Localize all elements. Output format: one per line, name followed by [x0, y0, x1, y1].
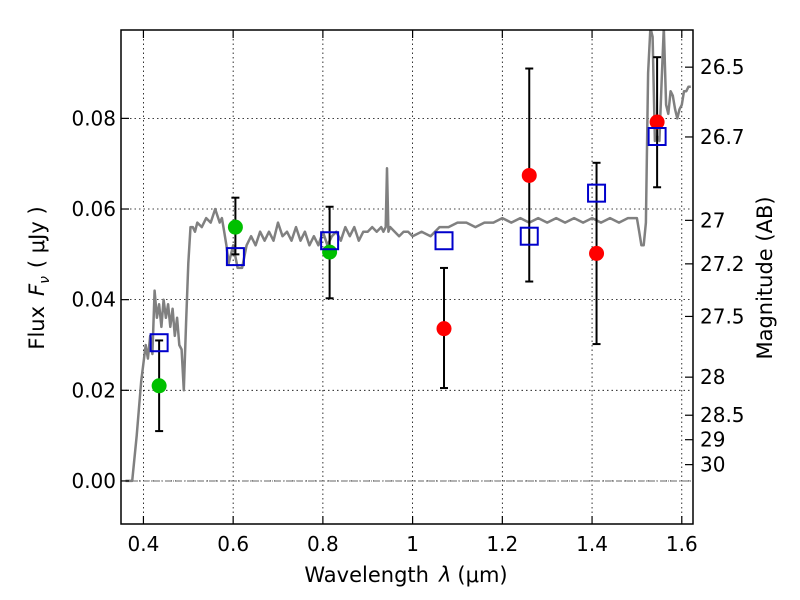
right-tick-label: 28 — [700, 365, 725, 389]
axes-frame — [120, 29, 694, 525]
model-band-square — [519, 226, 539, 246]
right-tick-label: 29 — [700, 428, 725, 452]
model-spectrum-line — [125, 30, 691, 483]
x-tick-label: 1 — [406, 532, 419, 556]
x-axis-title-prefix: Wavelength — [304, 563, 429, 587]
model-band-square — [434, 231, 454, 251]
plot-area — [121, 30, 693, 524]
green-data-point — [151, 378, 167, 394]
x-tick-label: 1.4 — [576, 532, 608, 556]
y-tick-label: 0.06 — [71, 197, 116, 221]
right-tick-label: 27 — [700, 208, 725, 232]
y-axis-title: Flux Fν ( μJy ) — [25, 206, 53, 349]
right-tick-label: 26.5 — [700, 55, 745, 79]
right-tick-label: 27.2 — [700, 252, 745, 276]
y-tick-label: 0.02 — [71, 378, 116, 402]
y-axis-title-prefix: Flux — [25, 306, 49, 350]
right-tick-label: 28.5 — [700, 403, 745, 427]
y-tick-label: 0.00 — [71, 469, 116, 493]
right-axis-title: Magnitude (AB) — [753, 196, 777, 359]
green-data-point — [322, 244, 338, 260]
green-data-point — [227, 219, 243, 235]
model-band-square — [320, 231, 340, 251]
right-tick-label: 27.5 — [700, 304, 745, 328]
x-axis-title-symbol: λ — [438, 563, 451, 587]
model-band-square — [149, 333, 169, 353]
x-tick-label: 1.6 — [666, 532, 698, 556]
model-band-square — [647, 127, 667, 147]
right-tick-label: 26.7 — [700, 125, 745, 149]
right-tick-label: 30 — [700, 453, 725, 477]
x-axis-title: Wavelength λ (μm) — [304, 563, 507, 587]
y-axis-title-unit: ( μJy ) — [25, 206, 49, 268]
x-tick-labels: 0.4 0.6 0.8 1 1.2 1.4 1.6 — [128, 532, 698, 556]
x-tick-label: 1.2 — [486, 532, 518, 556]
red-data-point — [649, 114, 665, 130]
red-data-point — [521, 167, 537, 183]
square-marker-layer — [149, 127, 667, 353]
y-tick-labels: 0.00 0.02 0.04 0.06 0.08 — [71, 106, 116, 493]
model-band-square — [225, 247, 245, 267]
model-band-square — [587, 183, 607, 203]
red-data-point — [436, 321, 452, 337]
y-tick-label: 0.04 — [71, 288, 116, 312]
x-tick-label: 0.6 — [217, 532, 249, 556]
model-spectrum-layer — [125, 30, 691, 483]
ticks — [121, 30, 693, 524]
y-axis-title-symbol: F — [25, 283, 49, 296]
x-tick-label: 0.8 — [307, 532, 339, 556]
x-axis-title-unit: (μm) — [457, 563, 507, 587]
y-axis-title-subscript: ν — [37, 276, 53, 284]
red-data-point — [589, 245, 605, 261]
x-tick-label: 0.4 — [128, 532, 160, 556]
y-tick-label: 0.08 — [71, 106, 116, 130]
